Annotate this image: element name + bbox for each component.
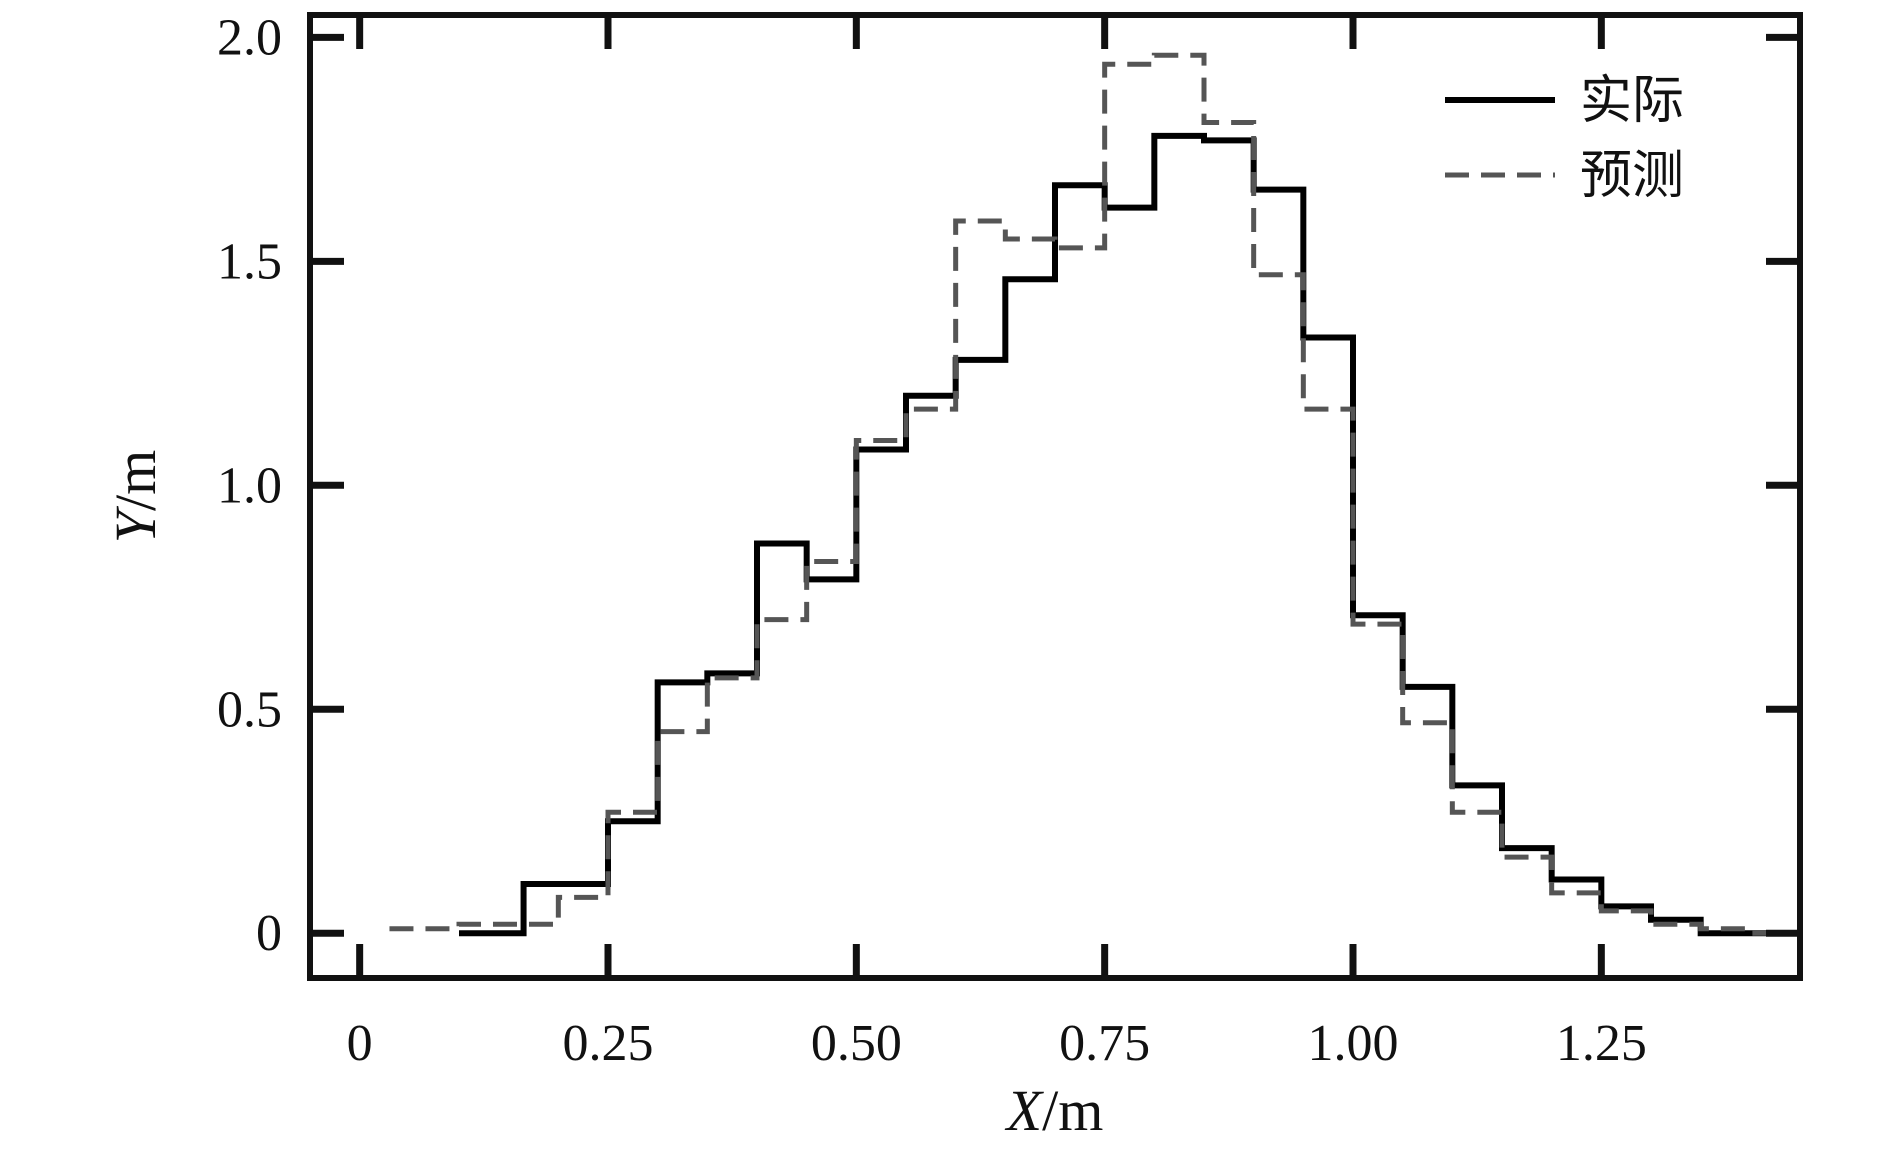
x-axis-title: X/m [1005,1078,1104,1143]
y-tick-label-4: 2.0 [217,9,282,66]
legend-label-2: 预测 [1580,146,1684,206]
series-line-1 [459,132,1800,937]
legend-label-1: 实际 [1580,71,1684,131]
y-tick-label-2: 1.0 [217,457,282,514]
x-tick-label-4: 1.00 [1308,1015,1399,1072]
y-tick-label-3: 1.5 [217,233,282,290]
series-line-2 [389,52,1800,936]
y-tick-label-1: 0.5 [217,681,282,738]
x-tick-label-1: 0.25 [563,1015,654,1072]
y-axis-title: Y/m [103,450,168,544]
tick-label-layer: 0 0.25 0.50 0.75 1.00 1.25 0 0.5 1.0 1.5 2.0 [217,9,1647,1072]
x-tick-label-2: 0.50 [811,1015,902,1072]
y-tick-label-0: 0 [256,905,282,962]
x-tick-label-0: 0 [347,1015,373,1072]
series-layer [389,52,1800,937]
x-tick-label-3: 0.75 [1059,1015,1150,1072]
plot-frame [307,12,1803,981]
x-tick-label-5: 1.25 [1556,1015,1647,1072]
tick-layer [310,15,1800,978]
